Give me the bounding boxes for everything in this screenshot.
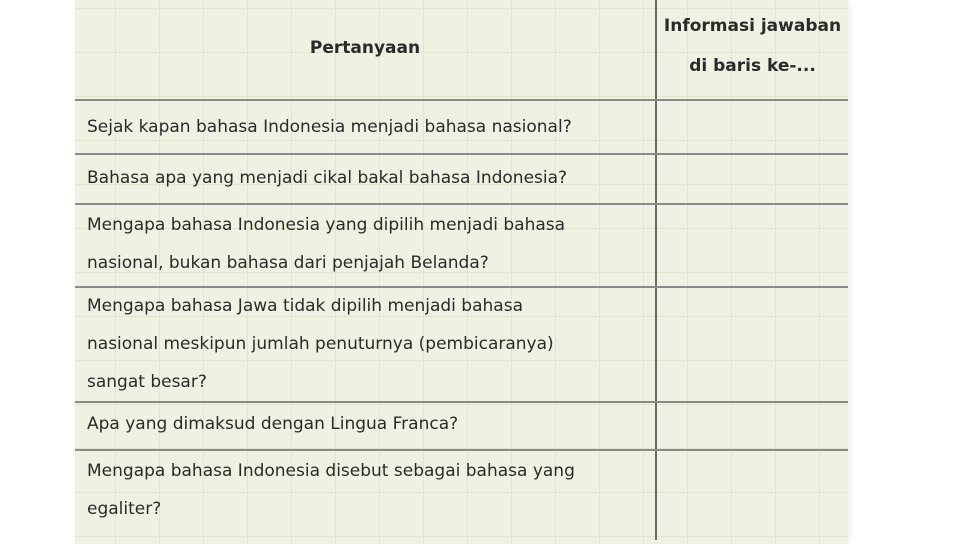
row-text: Mengapa bahasa Indonesia yang dipilih me… bbox=[87, 215, 566, 235]
table-row: Sejak kapan bahasa Indonesia menjadi bah… bbox=[87, 108, 647, 146]
row-text: Mengapa bahasa Indonesia disebut sebagai… bbox=[87, 461, 575, 481]
row-text: Apa yang dimaksud dengan Lingua Franca? bbox=[87, 414, 459, 434]
row-divider bbox=[75, 203, 848, 205]
row-text: Bahasa apa yang menjadi cikal bakal baha… bbox=[87, 168, 568, 188]
row-text: nasional meskipun jumlah penuturnya (pem… bbox=[87, 334, 554, 354]
row-divider bbox=[75, 449, 848, 451]
table-row: Bahasa apa yang menjadi cikal bakal baha… bbox=[87, 159, 647, 197]
header-pertanyaan: Pertanyaan bbox=[309, 38, 421, 58]
question-table: Pertanyaan Informasi jawaban di baris ke… bbox=[75, 0, 848, 544]
row-text: nasional, bukan bahasa dari penjajah Bel… bbox=[87, 253, 489, 273]
table-row: Mengapa bahasa Indonesia disebut sebagai… bbox=[87, 452, 647, 528]
row-text: Mengapa bahasa Jawa tidak dipilih menjad… bbox=[87, 296, 523, 316]
row-text: sangat besar? bbox=[87, 372, 207, 392]
header-baris: di baris ke-... bbox=[689, 56, 816, 76]
row-divider bbox=[75, 286, 848, 288]
column-divider bbox=[655, 0, 657, 540]
row-divider bbox=[75, 99, 848, 101]
row-divider bbox=[75, 401, 848, 403]
row-text: egaliter? bbox=[87, 499, 162, 519]
table-row: Mengapa bahasa Jawa tidak dipilih menjad… bbox=[87, 287, 647, 401]
table-row: Apa yang dimaksud dengan Lingua Franca? bbox=[87, 405, 647, 443]
row-divider bbox=[75, 153, 848, 155]
table-row: Mengapa bahasa Indonesia yang dipilih me… bbox=[87, 206, 647, 282]
row-text: Sejak kapan bahasa Indonesia menjadi bah… bbox=[87, 117, 572, 137]
header-informasi: Informasi jawaban bbox=[663, 16, 842, 36]
